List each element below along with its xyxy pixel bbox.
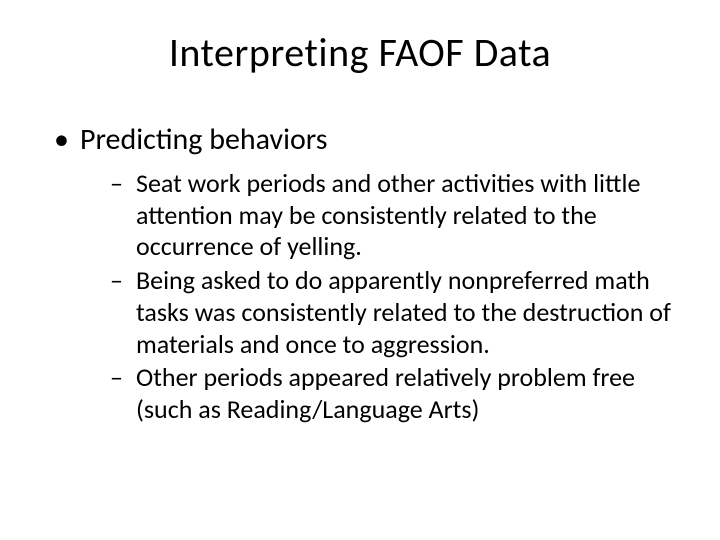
slide-title: Interpreting FAOF Data (36, 28, 684, 77)
bullet-list-level2: Seat work periods and other activities w… (80, 168, 684, 426)
bullet-text: Seat work periods and other activities w… (136, 167, 640, 262)
list-item: Other periods appeared relatively proble… (110, 362, 684, 425)
list-item: Being asked to do apparently nonpreferre… (110, 265, 684, 360)
list-item: Seat work periods and other activities w… (110, 168, 684, 263)
bullet-list-level1: Predicting behaviors Seat work periods a… (36, 121, 684, 426)
slide-container: Interpreting FAOF Data Predicting behavi… (0, 0, 720, 540)
bullet-text: Other periods appeared relatively proble… (136, 361, 635, 425)
bullet-text: Predicting behaviors (80, 121, 327, 158)
list-item: Predicting behaviors Seat work periods a… (54, 121, 684, 426)
bullet-text: Being asked to do apparently nonpreferre… (136, 264, 671, 359)
